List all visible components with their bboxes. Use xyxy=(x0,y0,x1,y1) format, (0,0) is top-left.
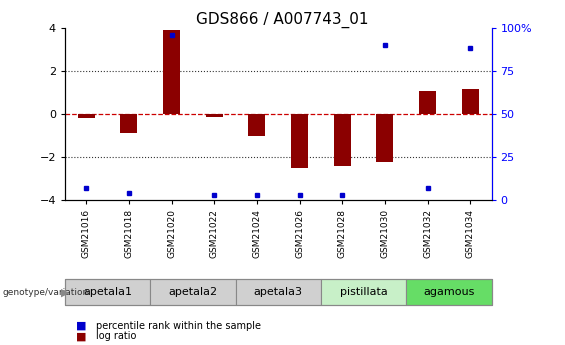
Text: pistillata: pistillata xyxy=(340,287,388,297)
Bar xyxy=(419,91,436,114)
Text: agamous: agamous xyxy=(423,287,475,297)
Bar xyxy=(65,279,150,305)
Bar xyxy=(163,30,180,114)
Bar xyxy=(236,279,321,305)
Bar xyxy=(120,114,137,133)
Bar xyxy=(321,279,406,305)
Text: ■: ■ xyxy=(76,332,87,341)
Text: ■: ■ xyxy=(76,321,87,331)
Text: ▶: ▶ xyxy=(61,287,69,297)
Text: apetala2: apetala2 xyxy=(168,287,218,297)
Bar xyxy=(150,279,236,305)
Bar xyxy=(78,114,95,118)
Text: apetala3: apetala3 xyxy=(254,287,303,297)
Bar xyxy=(462,89,479,114)
Text: genotype/variation: genotype/variation xyxy=(3,288,89,297)
Bar xyxy=(334,114,351,166)
Text: apetala1: apetala1 xyxy=(83,287,132,297)
Bar xyxy=(376,114,393,162)
Bar xyxy=(249,114,266,137)
Text: GDS866 / A007743_01: GDS866 / A007743_01 xyxy=(196,12,369,28)
Bar xyxy=(406,279,492,305)
Bar xyxy=(291,114,308,168)
Bar xyxy=(206,114,223,117)
Text: log ratio: log ratio xyxy=(96,332,136,341)
Text: percentile rank within the sample: percentile rank within the sample xyxy=(96,321,261,331)
